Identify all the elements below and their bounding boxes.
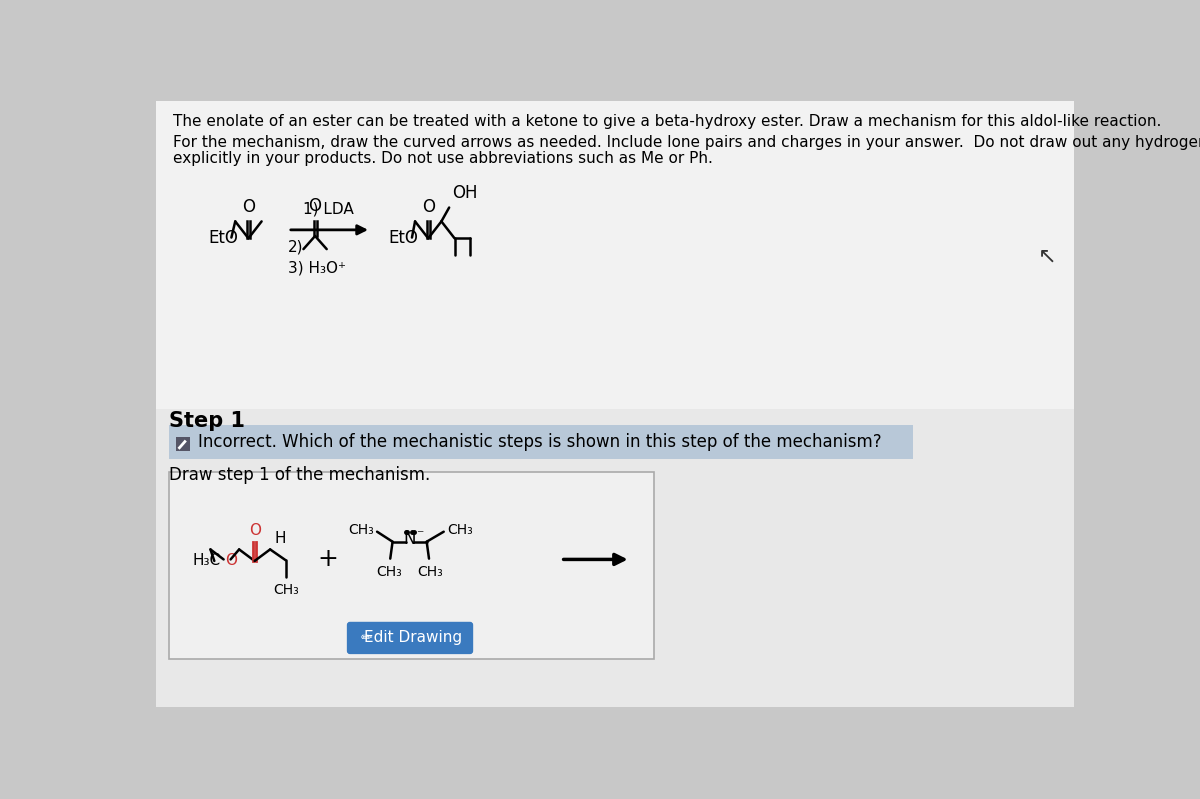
Text: EtO: EtO xyxy=(208,229,238,247)
Text: Incorrect. Which of the mechanistic steps is shown in this step of the mechanism: Incorrect. Which of the mechanistic step… xyxy=(198,432,882,451)
Bar xyxy=(156,101,1074,408)
Text: For the mechanism, draw the curved arrows as needed. Include lone pairs and char: For the mechanism, draw the curved arrow… xyxy=(173,135,1200,150)
Bar xyxy=(156,408,1074,707)
Text: O: O xyxy=(242,198,254,216)
Text: CH₃: CH₃ xyxy=(348,523,374,537)
Text: explicitly in your products. Do not use abbreviations such as Me or Ph.: explicitly in your products. Do not use … xyxy=(173,151,713,166)
Text: ⁻: ⁻ xyxy=(416,529,424,543)
Text: H: H xyxy=(275,531,287,546)
Text: O: O xyxy=(248,523,260,538)
Text: 3) H₃O⁺: 3) H₃O⁺ xyxy=(288,260,346,276)
Text: +: + xyxy=(318,547,338,571)
Text: CH₃: CH₃ xyxy=(446,523,473,537)
Text: O: O xyxy=(226,554,238,568)
FancyBboxPatch shape xyxy=(169,425,913,459)
Text: 1) LDA: 1) LDA xyxy=(302,202,354,217)
Text: H₃C: H₃C xyxy=(193,554,221,568)
Text: Draw step 1 of the mechanism.: Draw step 1 of the mechanism. xyxy=(169,467,431,484)
FancyBboxPatch shape xyxy=(175,437,190,451)
Text: CH₃: CH₃ xyxy=(418,565,444,578)
FancyBboxPatch shape xyxy=(169,472,654,658)
Text: ✏: ✏ xyxy=(361,631,372,645)
Text: CH₃: CH₃ xyxy=(376,565,402,578)
FancyBboxPatch shape xyxy=(347,622,473,654)
Text: EtO: EtO xyxy=(389,229,419,247)
Text: CH₃: CH₃ xyxy=(272,583,299,598)
Text: The enolate of an ester can be treated with a ketone to give a beta-hydroxy este: The enolate of an ester can be treated w… xyxy=(173,114,1162,129)
Text: O: O xyxy=(308,197,322,215)
Text: O: O xyxy=(421,198,434,216)
Text: Edit Drawing: Edit Drawing xyxy=(365,630,462,646)
Text: N: N xyxy=(403,531,416,548)
Text: 2): 2) xyxy=(288,240,304,255)
Text: ↖: ↖ xyxy=(1038,247,1057,267)
Text: OH: OH xyxy=(452,184,478,202)
Text: Step 1: Step 1 xyxy=(169,411,245,431)
